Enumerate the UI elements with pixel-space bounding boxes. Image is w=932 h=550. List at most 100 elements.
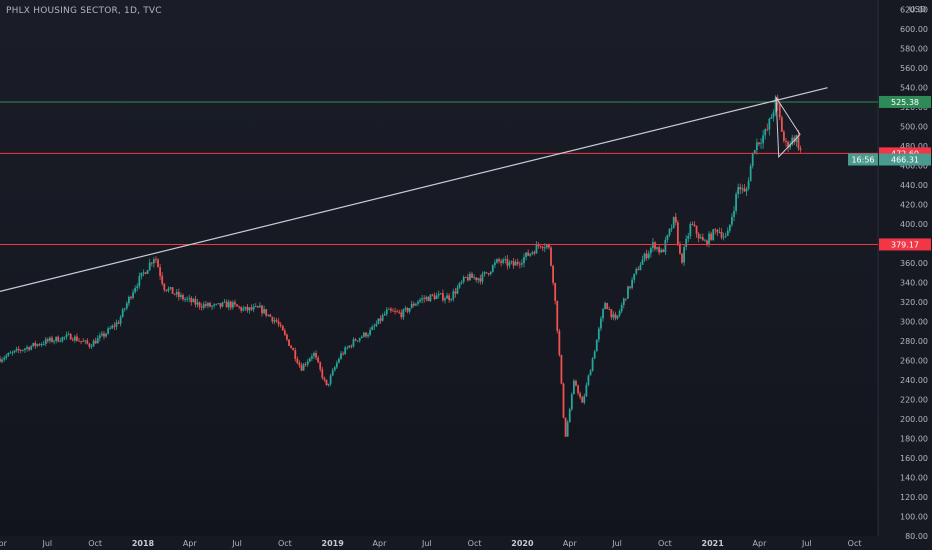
candle-body bbox=[265, 309, 268, 316]
candle-body bbox=[525, 252, 527, 258]
candle-body bbox=[55, 336, 58, 341]
candle-body bbox=[105, 333, 107, 337]
candle-body bbox=[317, 357, 320, 363]
candle-body bbox=[778, 104, 781, 118]
candle-body bbox=[163, 283, 166, 290]
candle-body bbox=[161, 275, 164, 284]
candle-body bbox=[184, 299, 186, 300]
candle-body bbox=[34, 342, 37, 346]
candle-body bbox=[100, 333, 103, 336]
candle-body bbox=[319, 362, 322, 370]
candle-body bbox=[654, 242, 656, 249]
currency-label: USD bbox=[909, 5, 926, 14]
candle-body bbox=[331, 370, 334, 376]
candle-body bbox=[591, 358, 594, 371]
candle-body bbox=[425, 297, 428, 300]
candle-body bbox=[152, 259, 155, 264]
candle-body bbox=[227, 301, 230, 308]
candle-body bbox=[252, 306, 255, 310]
candle-body bbox=[186, 298, 189, 300]
candle-body bbox=[764, 129, 767, 136]
candle-body bbox=[288, 339, 290, 346]
candle-body bbox=[234, 302, 236, 305]
candle-body bbox=[780, 117, 783, 132]
candle-body bbox=[439, 293, 442, 295]
candle-body bbox=[606, 303, 609, 310]
candle-body bbox=[558, 330, 561, 355]
y-tick-label: 160.00 bbox=[900, 454, 928, 463]
candle-body bbox=[248, 307, 251, 311]
candle-body bbox=[400, 312, 403, 318]
candle-body bbox=[30, 346, 33, 350]
candle-body bbox=[304, 364, 307, 366]
candle-body bbox=[250, 307, 253, 310]
candle-body bbox=[128, 296, 130, 304]
candle-body bbox=[539, 245, 542, 247]
candle-body bbox=[49, 337, 51, 341]
countdown-tag bbox=[848, 153, 878, 166]
candle-body bbox=[13, 350, 16, 353]
candle-body bbox=[367, 334, 369, 337]
y-tick-label: 360.00 bbox=[900, 259, 928, 268]
candle-body bbox=[766, 129, 769, 131]
candle-body bbox=[543, 247, 546, 249]
candle-body bbox=[672, 216, 675, 228]
candle-body bbox=[223, 301, 226, 303]
candle-body bbox=[173, 293, 176, 295]
candle-body bbox=[791, 137, 794, 145]
chart-title: PHLX HOUSING SECTOR, 1D, TVC bbox=[6, 6, 162, 16]
candle-body bbox=[1, 359, 3, 362]
candle-body bbox=[417, 301, 419, 304]
candle-body bbox=[15, 348, 18, 351]
candle-body bbox=[59, 341, 62, 342]
candle-body bbox=[148, 262, 151, 271]
candle-body bbox=[26, 347, 28, 349]
candle-body bbox=[498, 259, 500, 262]
candle-body bbox=[726, 230, 729, 236]
candle-body bbox=[306, 361, 309, 365]
candle-body bbox=[595, 339, 598, 352]
candle-body bbox=[140, 272, 143, 277]
candle-body bbox=[579, 393, 582, 398]
candle-body bbox=[387, 308, 390, 310]
candle-body bbox=[450, 299, 453, 301]
candle-body bbox=[620, 304, 623, 312]
candle-body bbox=[718, 232, 721, 233]
candle-body bbox=[90, 346, 93, 348]
candle-body bbox=[348, 345, 351, 348]
candle-body bbox=[76, 336, 78, 341]
candle-body bbox=[681, 253, 683, 263]
triangle-pattern[interactable] bbox=[775, 95, 801, 159]
candle-body bbox=[383, 314, 386, 316]
candle-body bbox=[283, 330, 286, 335]
candle-body bbox=[362, 332, 365, 337]
candle-body bbox=[333, 367, 336, 371]
trendline[interactable] bbox=[0, 87, 828, 292]
y-tick-label: 240.00 bbox=[900, 376, 928, 385]
candle-body bbox=[454, 291, 457, 294]
candle-body bbox=[292, 348, 295, 351]
x-tick-label: Apr bbox=[563, 539, 578, 548]
candle-body bbox=[19, 350, 22, 351]
candle-body bbox=[419, 299, 421, 302]
candle-body bbox=[84, 340, 87, 342]
candle-body bbox=[111, 325, 114, 329]
candle-body bbox=[624, 298, 627, 300]
candle-body bbox=[491, 265, 494, 272]
candle-body bbox=[171, 287, 174, 294]
candle-body bbox=[437, 294, 440, 296]
x-tick-label: Apr bbox=[0, 539, 8, 548]
candle-body bbox=[535, 244, 538, 254]
candle-body bbox=[683, 247, 686, 263]
x-tick-label: Apr bbox=[753, 539, 768, 548]
candle-body bbox=[421, 298, 424, 300]
candle-body bbox=[298, 363, 301, 366]
candle-body bbox=[338, 358, 340, 363]
candle-body bbox=[431, 294, 434, 296]
candle-body bbox=[269, 314, 272, 317]
candle-body bbox=[132, 292, 134, 298]
candle-body bbox=[652, 242, 654, 248]
candle-body bbox=[701, 237, 704, 241]
